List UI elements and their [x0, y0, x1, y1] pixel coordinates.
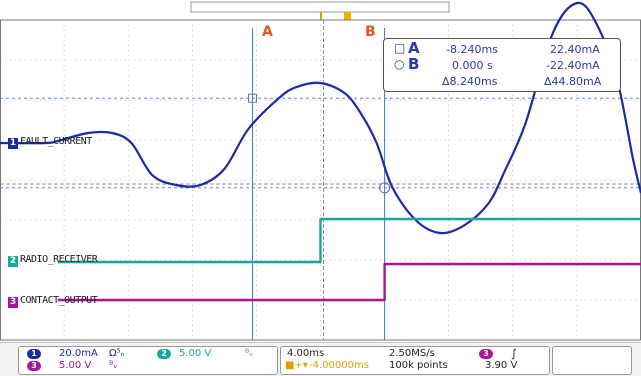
trace-channel-1-noise: [0, 3, 641, 235]
cursor-b-circle-icon: ○: [394, 57, 405, 71]
cursor-a-time: -8.240ms: [446, 43, 498, 56]
channel-1-badge[interactable]: 1: [27, 349, 41, 359]
channel-2-flags: ᴮᵥ: [245, 348, 254, 359]
channel-3-scale: 5.00 V: [59, 360, 92, 371]
channel-3-label: CONTACT_OUTPUT: [20, 295, 98, 306]
sample-rate: 2.50MS/s: [389, 348, 435, 359]
cursor-b-circle-marker[interactable]: [379, 182, 391, 194]
vertical-scale-readout[interactable]: 1 20.0mA Ω⁵ₙ 2 5.00 V ᴮᵥ 3 5.00 V ᴮᵥ: [18, 346, 278, 375]
channel-3-marker[interactable]: 3: [8, 297, 18, 308]
horizontal-readout[interactable]: 4.00ms ■+▾ -4.00000ms 2.50MS/s 100k poin…: [280, 346, 550, 375]
cursor-delta-time: Δ8.240ms: [442, 75, 498, 88]
traces: [0, 1, 641, 302]
record-length: 100k points: [389, 360, 448, 371]
channel-3-flags: ᴮᵥ: [109, 360, 118, 371]
cursor-b-value: -22.40mA: [546, 59, 600, 72]
channel-2-label: RADIO_RECEIVER: [20, 254, 98, 265]
cursor-a-square-marker[interactable]: [248, 93, 258, 103]
position-marker-icon: ■+▾: [285, 360, 308, 371]
channel-2-badge[interactable]: 2: [157, 349, 171, 359]
cursor-delta-value: Δ44.80mA: [544, 75, 602, 88]
cursor-readout-panel: □ A -8.240ms 22.40mA ○ B 0.000 s -22.40m…: [383, 38, 621, 92]
expansion-point-marker: [344, 12, 351, 20]
cursor-b-time: 0.000 s: [452, 59, 493, 72]
aux-readout[interactable]: [552, 346, 632, 375]
channel-1-marker[interactable]: 1: [8, 138, 18, 149]
channel-1-flags: Ω⁵ₙ: [109, 348, 125, 359]
channel-1-scale: 20.0mA: [59, 348, 98, 359]
cursor-a-label[interactable]: A: [262, 24, 273, 40]
status-readout-bar: 1 20.0mA Ω⁵ₙ 2 5.00 V ᴮᵥ 3 5.00 V ᴮᵥ 4.0…: [0, 342, 641, 376]
cursor-b-label[interactable]: B: [365, 24, 376, 40]
cursor-a-value: 22.40mA: [550, 43, 600, 56]
trigger-level: 3.90 V: [485, 360, 518, 371]
channel-3-badge[interactable]: 3: [27, 361, 41, 371]
timebase-value: 4.00ms: [287, 348, 325, 359]
channel-1-label: FAULT_CURRENT: [20, 136, 92, 147]
cursor-a-square-icon: □: [394, 41, 406, 55]
horizontal-position: -4.00000ms: [309, 360, 369, 371]
trace-channel-3: [57, 262, 641, 302]
record-view-bar[interactable]: [190, 1, 450, 13]
cursor-a-name: A: [408, 39, 420, 57]
trace-channel-2-noise: [57, 219, 641, 264]
cursor-b-name: B: [408, 55, 420, 73]
trigger-slope-icon: ∫: [511, 347, 517, 360]
trace-channel-1: [0, 1, 641, 235]
trace-channel-2: [57, 217, 641, 264]
channel-2-scale: 5.00 V: [179, 348, 212, 359]
trace-channel-3-noise: [57, 264, 641, 302]
trigger-channel-badge[interactable]: 3: [479, 349, 493, 359]
channel-2-marker[interactable]: 2: [8, 256, 18, 267]
